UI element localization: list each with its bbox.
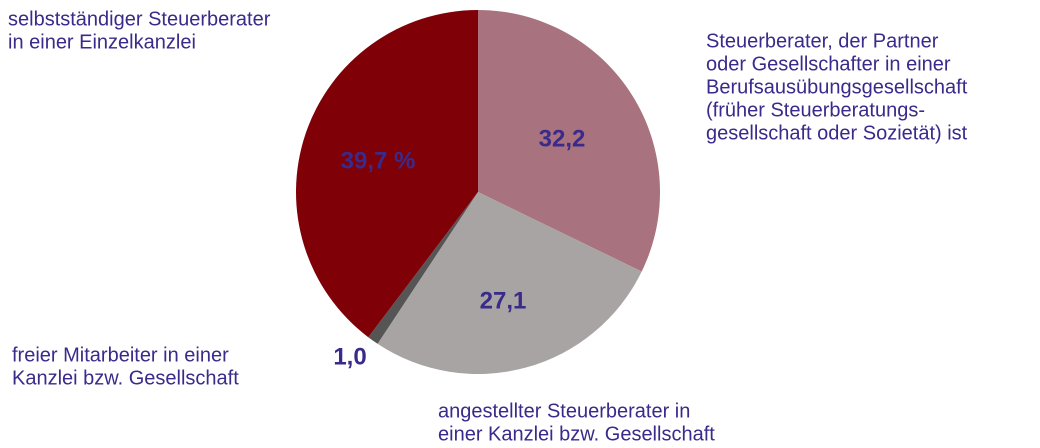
category-label: freier Mitarbeiter in einer (12, 344, 229, 366)
category-label: selbstständiger Steuerberater (8, 8, 271, 30)
category-label: in einer Einzelkanzlei (8, 31, 196, 53)
pie-slice (296, 10, 478, 338)
category-label: angestellter Steuerberater in (438, 400, 690, 422)
value-label: 32,2 (539, 125, 586, 152)
value-label: 39,7 % (341, 147, 416, 174)
category-label: Berufsausübungsgesellschaft (706, 76, 968, 98)
category-label: Steuerberater, der Partner (706, 30, 939, 52)
category-label: Kanzlei bzw. Gesellschaft (12, 367, 239, 389)
pie-slice (368, 192, 478, 344)
category-label: (früher Steuerberatungs- (706, 99, 925, 121)
value-label: 1,0 (333, 343, 366, 370)
category-label: oder Gesellschafter in einer (706, 53, 951, 75)
category-label: gesellschaft oder Sozietät) ist (706, 122, 968, 144)
pie-slice (478, 10, 661, 272)
value-label: 27,1 (480, 287, 527, 314)
pie-slice (377, 192, 642, 374)
category-label: einer Kanzlei bzw. Gesellschaft (438, 423, 715, 445)
